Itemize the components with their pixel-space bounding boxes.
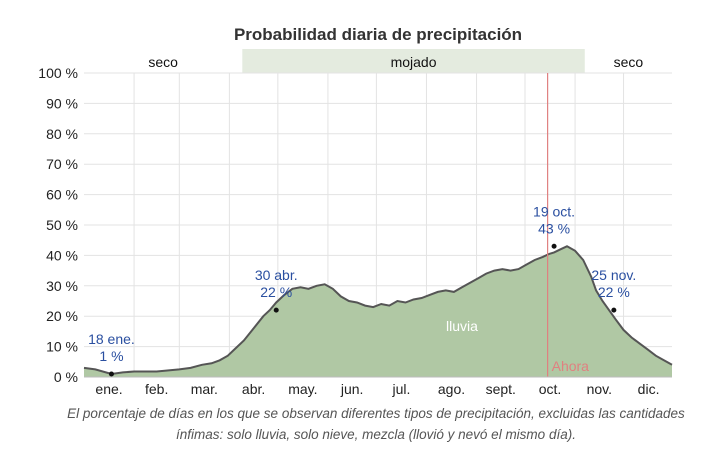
lluvia-area [84, 246, 672, 377]
annotation-point [611, 307, 617, 313]
season-band-label: seco [614, 54, 644, 70]
annotation-value: 22 % [598, 284, 630, 300]
annotation-date: 30 abr. [255, 267, 298, 283]
annotation-value: 43 % [538, 220, 570, 236]
y-tick-label: 60 % [46, 187, 78, 203]
x-tick-label: abr. [242, 381, 265, 397]
y-tick-label: 20 % [46, 308, 78, 324]
area-label: lluvia [446, 318, 478, 334]
y-tick-label: 40 % [46, 247, 78, 263]
chart-caption: El porcentaje de días en los que se obse… [67, 406, 685, 442]
x-tick-label: ene. [95, 381, 122, 397]
x-tick-label: jul. [391, 381, 410, 397]
now-marker: Ahora [547, 73, 590, 377]
annotation-date: 25 nov. [591, 267, 636, 283]
y-tick-label: 90 % [46, 95, 78, 111]
annotation-point [273, 307, 279, 313]
x-tick-label: ago. [438, 381, 465, 397]
chart-title: Probabilidad diaria de precipitación [234, 25, 522, 44]
x-tick-label: mar. [191, 381, 218, 397]
y-tick-label: 0 % [54, 369, 78, 385]
x-tick-label: feb. [145, 381, 168, 397]
annotation-point [108, 371, 114, 377]
x-tick-label: sept. [486, 381, 516, 397]
annotation-value: 22 % [260, 284, 292, 300]
annotations: 18 ene.1 %30 abr.22 %19 oct.43 %25 nov.2… [88, 203, 636, 377]
y-tick-label: 80 % [46, 126, 78, 142]
plot-area: lluvia [83, 245, 673, 377]
annotation-date: 18 ene. [88, 331, 135, 347]
axes: 0 % 10 % 20 % 30 % 40 % 50 % 60 % 70 % 80 % 90 % 1… [38, 65, 672, 397]
x-tick-label: nov. [587, 381, 612, 397]
annotation-date: 19 oct. [533, 203, 575, 219]
now-label: Ahora [552, 358, 590, 374]
annotation-value: 1 % [99, 348, 123, 364]
y-tick-label: 10 % [46, 339, 78, 355]
y-tick-label: 50 % [46, 217, 78, 233]
y-tick-label: 100 % [38, 65, 78, 81]
y-tick-label: 70 % [46, 156, 78, 172]
y-tick-label: 30 % [46, 278, 78, 294]
x-tick-label: oct. [539, 381, 562, 397]
season-bands: seco mojado seco [148, 49, 643, 73]
x-tick-label: may. [288, 381, 317, 397]
lluvia-line [83, 245, 673, 376]
x-tick-label: jun. [340, 381, 364, 397]
season-band-wet [242, 49, 585, 73]
annotation-point [551, 243, 557, 249]
season-band-label: mojado [391, 54, 437, 70]
x-tick-label: dic. [638, 381, 660, 397]
season-band-label: seco [148, 54, 178, 70]
